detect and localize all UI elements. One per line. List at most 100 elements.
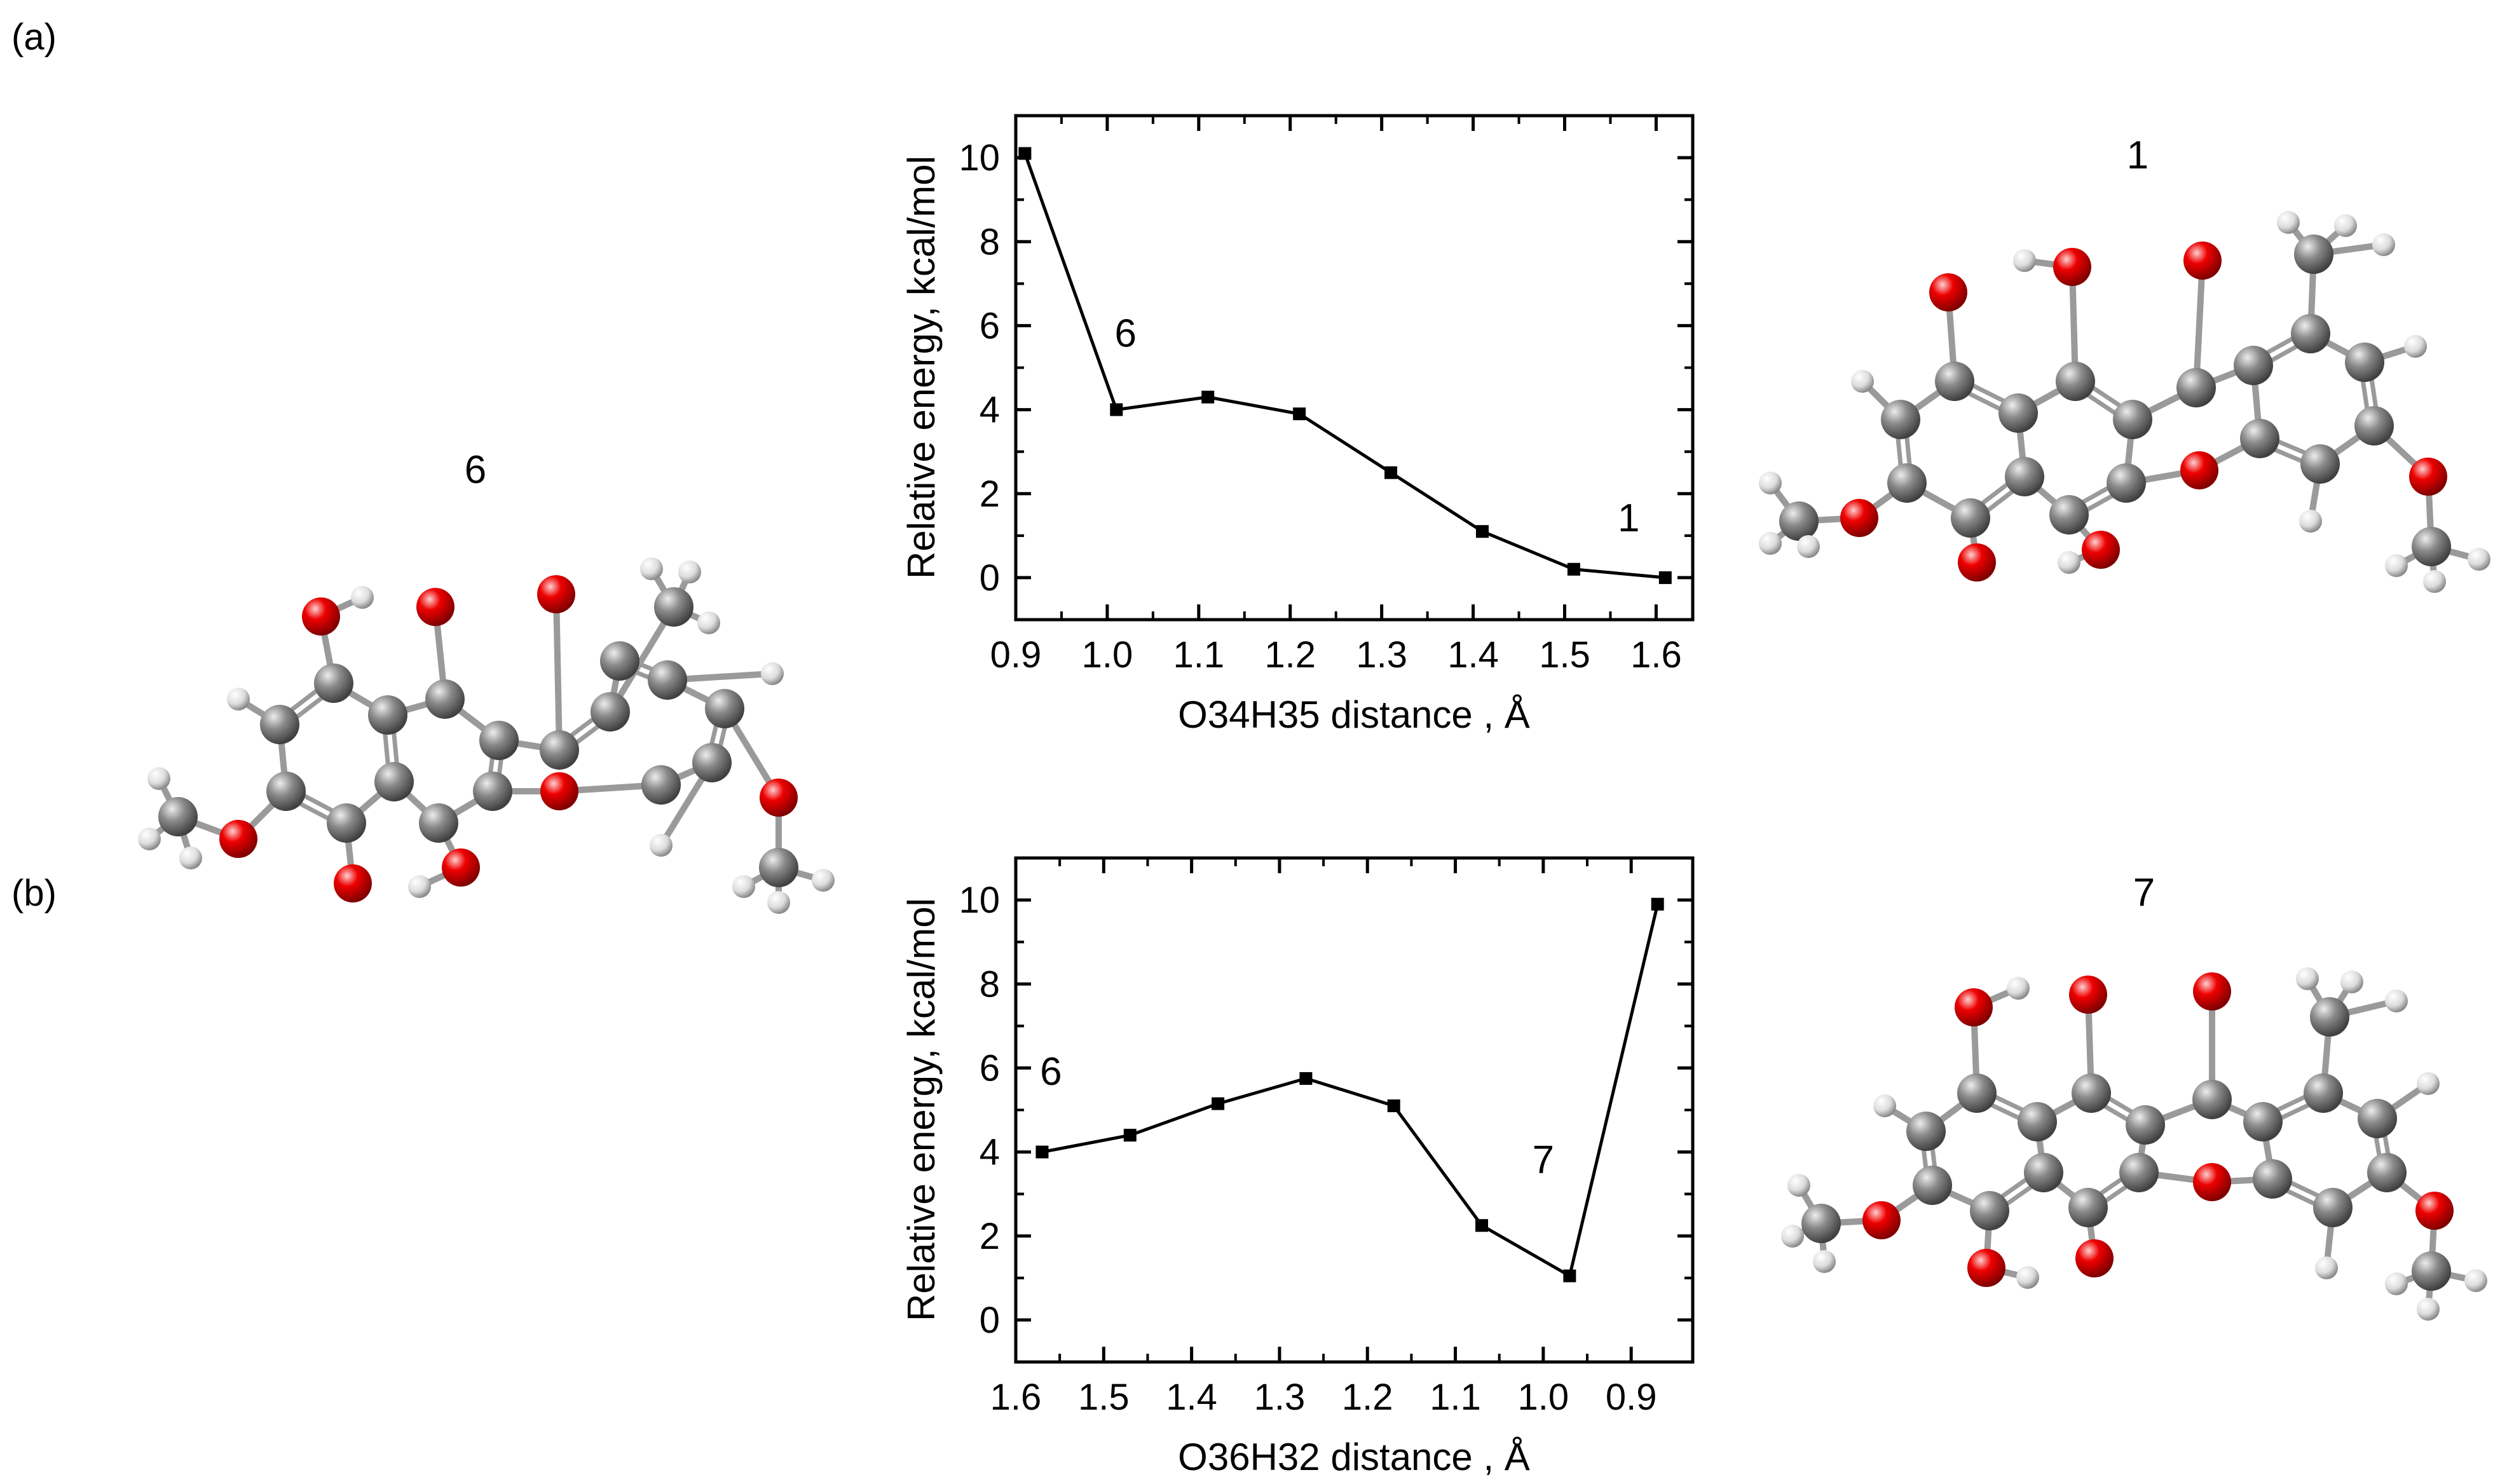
x-tick-label: 1.3 <box>1356 634 1407 676</box>
annotation-label: 6 <box>1040 1050 1062 1094</box>
carbon-atom <box>591 692 630 732</box>
x-tick-label: 1.1 <box>1173 634 1225 676</box>
x-tick-label: 1.3 <box>1254 1377 1306 1418</box>
carbon-atom <box>2107 463 2146 503</box>
hydrogen-atom <box>2016 1266 2039 1289</box>
molecule-7-structure <box>1781 967 2487 1321</box>
carbon-atom <box>327 803 366 843</box>
oxygen-atom <box>2193 972 2231 1011</box>
carbon-atom <box>2113 400 2152 439</box>
data-point <box>1299 1072 1313 1085</box>
oxygen-atom <box>2082 531 2120 569</box>
molecule-label-1: 1 <box>2127 133 2148 177</box>
hydrogen-atom <box>2423 570 2446 593</box>
carbon-atom <box>1881 400 1920 439</box>
carbon-atom <box>2056 362 2095 401</box>
x-tick-label: 1.5 <box>1078 1377 1130 1418</box>
carbon-atom <box>374 762 414 801</box>
y-tick-label: 10 <box>959 880 1000 921</box>
carbon-atom <box>314 664 353 703</box>
hydrogen-atom <box>761 662 784 685</box>
carbon-atom <box>540 730 579 770</box>
carbon-atom <box>1887 463 1927 503</box>
carbon-atom <box>1957 1073 1997 1113</box>
y-tick-label: 8 <box>980 221 1000 262</box>
x-tick-label: 1.5 <box>1539 634 1590 676</box>
hydrogen-atom <box>1787 1174 1810 1197</box>
series-line <box>1023 153 1666 580</box>
panel-label-a: (a) <box>11 17 57 58</box>
hydrogen-atom <box>1813 1250 1836 1273</box>
hydrogen-atom <box>697 611 720 634</box>
annotation-label: 6 <box>1114 311 1136 355</box>
data-point <box>1035 1145 1049 1159</box>
data-point <box>1293 407 1306 421</box>
carbon-atom <box>654 587 693 627</box>
carbon-atom <box>2234 346 2273 385</box>
carbon-atom <box>2240 419 2279 458</box>
x-tick-label: 0.9 <box>1606 1377 1657 1418</box>
hydrogen-atom <box>2315 1256 2338 1279</box>
oxygen-atom <box>1958 543 1996 582</box>
carbon-atom <box>2345 343 2384 382</box>
carbon-atom <box>2018 1102 2057 1141</box>
hydrogen-atom <box>2007 977 2030 1000</box>
carbon-atom <box>705 689 744 728</box>
carbon-atom <box>479 721 519 760</box>
carbon-atom <box>2068 1188 2108 1227</box>
y-tick-label: 6 <box>980 305 1000 346</box>
carbon-atom <box>2072 1073 2111 1113</box>
hydrogen-atom <box>640 557 663 580</box>
molecule-1-structure <box>1759 211 2490 593</box>
carbon-atom <box>2253 1159 2292 1199</box>
oxygen-atom <box>2415 1192 2454 1230</box>
data-point <box>1563 1269 1576 1283</box>
hydrogen-atom <box>2340 970 2363 993</box>
hydrogen-atom <box>2464 1269 2487 1292</box>
data-point <box>1658 571 1672 584</box>
carbon-atom <box>1970 1191 2009 1230</box>
data-point <box>1018 147 1032 160</box>
x-tick-label: 1.2 <box>1342 1377 1393 1418</box>
hydrogen-atom <box>650 834 673 857</box>
carbon-atom <box>2412 527 2451 566</box>
carbon-atom <box>419 803 458 843</box>
series-line <box>1042 904 1660 1279</box>
hydrogen-atom <box>2468 548 2490 571</box>
annotation-label: 1 <box>1618 496 1639 540</box>
data-point <box>1201 390 1215 404</box>
hydrogen-atom <box>2385 554 2408 577</box>
hydrogen-atom <box>678 561 701 583</box>
hydrogen-atom <box>2058 551 2080 574</box>
hydrogen-atom <box>2385 1272 2408 1295</box>
carbon-atom <box>2291 314 2330 353</box>
y-tick-label: 2 <box>980 1216 1000 1257</box>
oxygen-atom <box>2053 248 2091 286</box>
hydrogen-atom <box>1781 1225 1804 1248</box>
y-tick-label: 0 <box>980 1300 1000 1341</box>
x-tick-label: 1.4 <box>1166 1377 1217 1418</box>
carbon-atom <box>1951 498 1990 538</box>
oxygen-atom <box>302 597 340 636</box>
carbon-atom <box>368 695 407 735</box>
oxygen-atom <box>540 772 578 810</box>
bond <box>2193 257 2206 391</box>
carbon-atom <box>2367 1153 2407 1192</box>
hydrogen-atom <box>2277 211 2300 234</box>
y-tick-label: 4 <box>980 1132 1000 1173</box>
y-tick-label: 2 <box>980 473 1000 515</box>
carbon-atom <box>425 679 465 719</box>
carbon-atom <box>2300 444 2340 484</box>
chart-a: 0.9 1.0 1.1 1.2 1.3 1.4 1.5 1.6 0 2 4 6 8 10 6 1 Relat… <box>900 114 1695 736</box>
carbon-atom <box>1913 1166 1952 1205</box>
x-tick-label: 1.4 <box>1447 634 1499 676</box>
hydrogen-atom <box>1759 472 1782 494</box>
carbon-atom <box>2243 1102 2283 1141</box>
x-tick-label: 1.1 <box>1430 1377 1481 1418</box>
oxygen-atom <box>334 864 372 902</box>
data-point <box>1387 1099 1400 1112</box>
data-point <box>1110 403 1123 416</box>
carbon-atom <box>2358 1099 2397 1138</box>
hydrogen-atom <box>1873 1094 1896 1117</box>
bond <box>553 591 563 753</box>
